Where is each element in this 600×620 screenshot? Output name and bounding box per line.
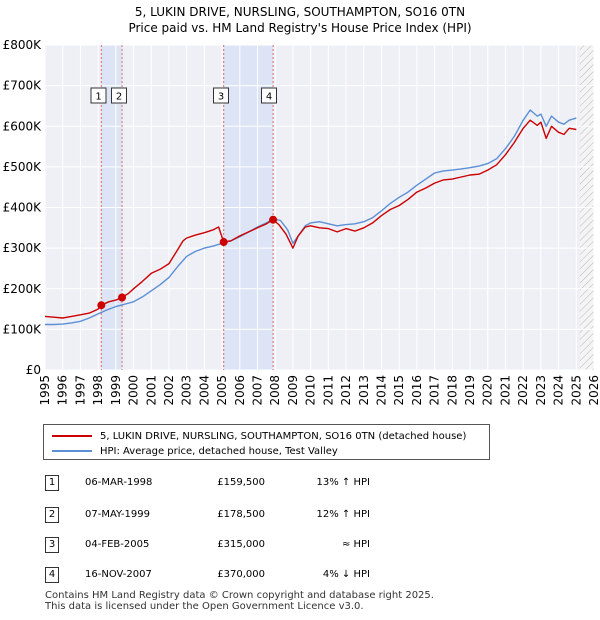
legend-item-hpi: HPI: Average price, detached house, Test…: [52, 444, 338, 458]
transaction-label: 4: [266, 92, 272, 103]
transaction-number: 1: [45, 475, 59, 491]
legend-line-property: [52, 435, 92, 437]
x-tick-label: 2019: [463, 375, 477, 406]
x-tick-label: 2013: [357, 375, 371, 406]
x-tick-label: 2003: [180, 375, 194, 406]
x-tick-label: 2015: [392, 375, 406, 406]
x-tick-label: 2012: [339, 375, 353, 406]
footer: Contains HM Land Registry data © Crown c…: [45, 590, 434, 612]
transaction-hpi-delta: ≈ HPI: [341, 539, 370, 550]
x-tick-label: 2009: [286, 375, 300, 406]
x-tick-label: 2017: [428, 375, 442, 406]
x-tick-label: 2011: [321, 375, 335, 406]
transaction-hpi-delta: 4% ↓ HPI: [322, 569, 370, 580]
x-tick-label: 2004: [197, 375, 211, 406]
series-line: [45, 109, 577, 326]
legend-item-property: 5, LUKIN DRIVE, NURSLING, SOUTHAMPTON, S…: [52, 429, 466, 443]
y-tick-label: £100K: [3, 322, 43, 336]
x-tick-label: 1995: [38, 375, 52, 406]
transaction-label: 1: [95, 92, 101, 103]
transaction-label-box: [261, 87, 277, 104]
x-tick-label: 2005: [215, 375, 229, 406]
y-tick-label: £700K: [3, 79, 43, 93]
transaction-price: £315,000: [217, 539, 265, 550]
transaction-label-box: [213, 87, 229, 104]
x-tick-label: 2022: [516, 375, 530, 406]
x-tick-label: 2021: [498, 375, 512, 406]
x-tick-label: 2010: [304, 375, 318, 406]
x-tick-label: 2002: [162, 375, 176, 406]
y-tick-label: £0: [26, 363, 41, 377]
x-tick-label: 1997: [73, 375, 87, 406]
transaction-point: [269, 215, 278, 224]
legend-label-property: 5, LUKIN DRIVE, NURSLING, SOUTHAMPTON, S…: [100, 430, 467, 442]
transaction-row: 4 16-NOV-2007 £370,000 4% ↓ HPI: [45, 567, 585, 585]
transaction-date: 16-NOV-2007: [85, 569, 152, 580]
transaction-label: 2: [116, 92, 122, 103]
series-line: [44, 119, 577, 319]
transaction-date: 07-MAY-1999: [85, 509, 151, 520]
x-tick-label: 1999: [109, 375, 123, 406]
legend-line-hpi: [52, 450, 92, 452]
y-tick-label: £400K: [3, 201, 43, 215]
transaction-label-box: [111, 87, 127, 104]
transaction-row: 1 06-MAR-1998 £159,500 13% ↑ HPI: [45, 475, 585, 493]
x-tick-label: 1998: [91, 375, 105, 406]
x-tick-label: 2024: [552, 375, 566, 406]
transaction-label-box: [90, 87, 107, 104]
x-tick-label: 2014: [374, 375, 388, 406]
chart-legend: 5, LUKIN DRIVE, NURSLING, SOUTHAMPTON, S…: [43, 424, 490, 460]
y-tick-label: £300K: [3, 241, 43, 255]
transaction-row: 2 07-MAY-1999 £178,500 12% ↑ HPI: [45, 507, 585, 525]
y-tick-label: £500K: [3, 160, 43, 174]
transaction-number: 3: [45, 537, 59, 553]
x-tick-label: 2000: [127, 375, 141, 406]
transaction-number: 4: [45, 567, 59, 583]
x-tick-label: 2025: [569, 375, 583, 406]
x-tick-label: 2006: [233, 375, 247, 406]
transaction-hpi-delta: 12% ↑ HPI: [316, 509, 370, 520]
transaction-date: 04-FEB-2005: [85, 539, 150, 550]
x-tick-label: 2018: [445, 375, 459, 406]
y-tick-label: £800K: [3, 38, 43, 52]
transaction-label: 3: [218, 92, 224, 103]
transaction-price: £178,500: [217, 509, 265, 520]
transaction-point: [219, 238, 228, 247]
chart-subtitle: Price paid vs. HM Land Registry's House …: [128, 21, 472, 35]
transaction-row: 3 04-FEB-2005 £315,000 ≈ HPI: [45, 537, 585, 555]
x-tick-label: 2023: [534, 375, 548, 406]
x-tick-label: 2007: [251, 375, 265, 406]
transaction-date: 06-MAR-1998: [85, 477, 153, 488]
x-tick-label: 2008: [268, 375, 282, 406]
x-tick-label: 2016: [410, 375, 424, 406]
transaction-point: [118, 293, 127, 302]
chart-title: 5, LUKIN DRIVE, NURSLING, SOUTHAMPTON, S…: [134, 5, 466, 19]
transaction-price: £370,000: [217, 569, 265, 580]
legend-label-hpi: HPI: Average price, detached house, Test…: [100, 445, 338, 457]
y-tick-label: £600K: [3, 119, 43, 133]
footer-license: This data is licensed under the Open Gov…: [45, 601, 364, 612]
x-tick-label: 2001: [144, 375, 158, 406]
x-tick-label: 2026: [587, 375, 600, 406]
transaction-point: [97, 301, 106, 310]
price-chart: £0 £100K £200K £300K £400K £500K £600K £700K £80…: [3, 38, 600, 406]
transaction-number: 2: [45, 507, 59, 523]
y-tick-label: £200K: [3, 282, 43, 296]
transaction-price: £159,500: [217, 477, 265, 488]
footer-copyright: Contains HM Land Registry data © Crown c…: [45, 590, 434, 601]
transaction-hpi-delta: 13% ↑ HPI: [316, 477, 370, 488]
x-tick-label: 2020: [481, 375, 495, 406]
x-tick-label: 1996: [56, 375, 70, 406]
